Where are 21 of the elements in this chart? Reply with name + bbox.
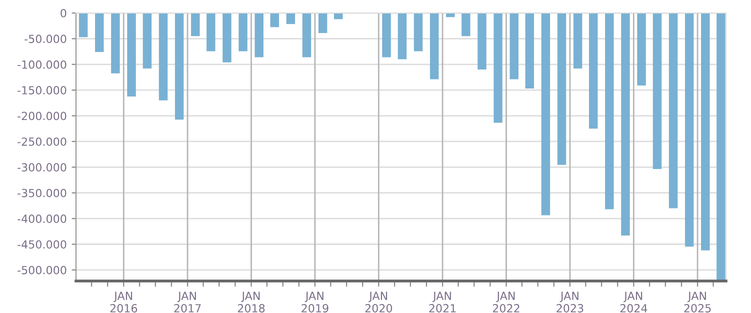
y-tick-label: -300.000 (18, 163, 66, 172)
y-tick-label: -450.000 (18, 240, 66, 249)
x-tick-label: JAN 2022 (492, 292, 520, 312)
x-tick-label: JAN 2021 (429, 292, 456, 312)
x-tick-label: JAN 2019 (302, 292, 328, 312)
y-tick-label: -500.000 (18, 266, 66, 274)
x-tick-label: JAN 2024 (620, 292, 648, 312)
y-tick-label: -50.000 (24, 34, 66, 44)
x-tick-label: JAN 2020 (365, 292, 392, 312)
y-tick-label: 0 (60, 8, 66, 18)
x-tick-label: JAN 2025 (684, 292, 711, 312)
x-tick-label: JAN 2018 (238, 292, 265, 312)
y-tick-label: -150.000 (18, 86, 66, 94)
y-tick-label: -200.000 (18, 112, 66, 120)
y-tick-label: -100.000 (18, 60, 66, 69)
x-tick-label: JAN 2023 (556, 292, 584, 312)
y-tick-label: -400.000 (18, 214, 66, 223)
y-tick-label: -350.000 (18, 188, 66, 198)
x-tick-label: JAN 2016 (110, 292, 138, 312)
x-tick-label: JAN 2017 (174, 292, 201, 312)
y-tick-label: -250.000 (18, 137, 66, 146)
